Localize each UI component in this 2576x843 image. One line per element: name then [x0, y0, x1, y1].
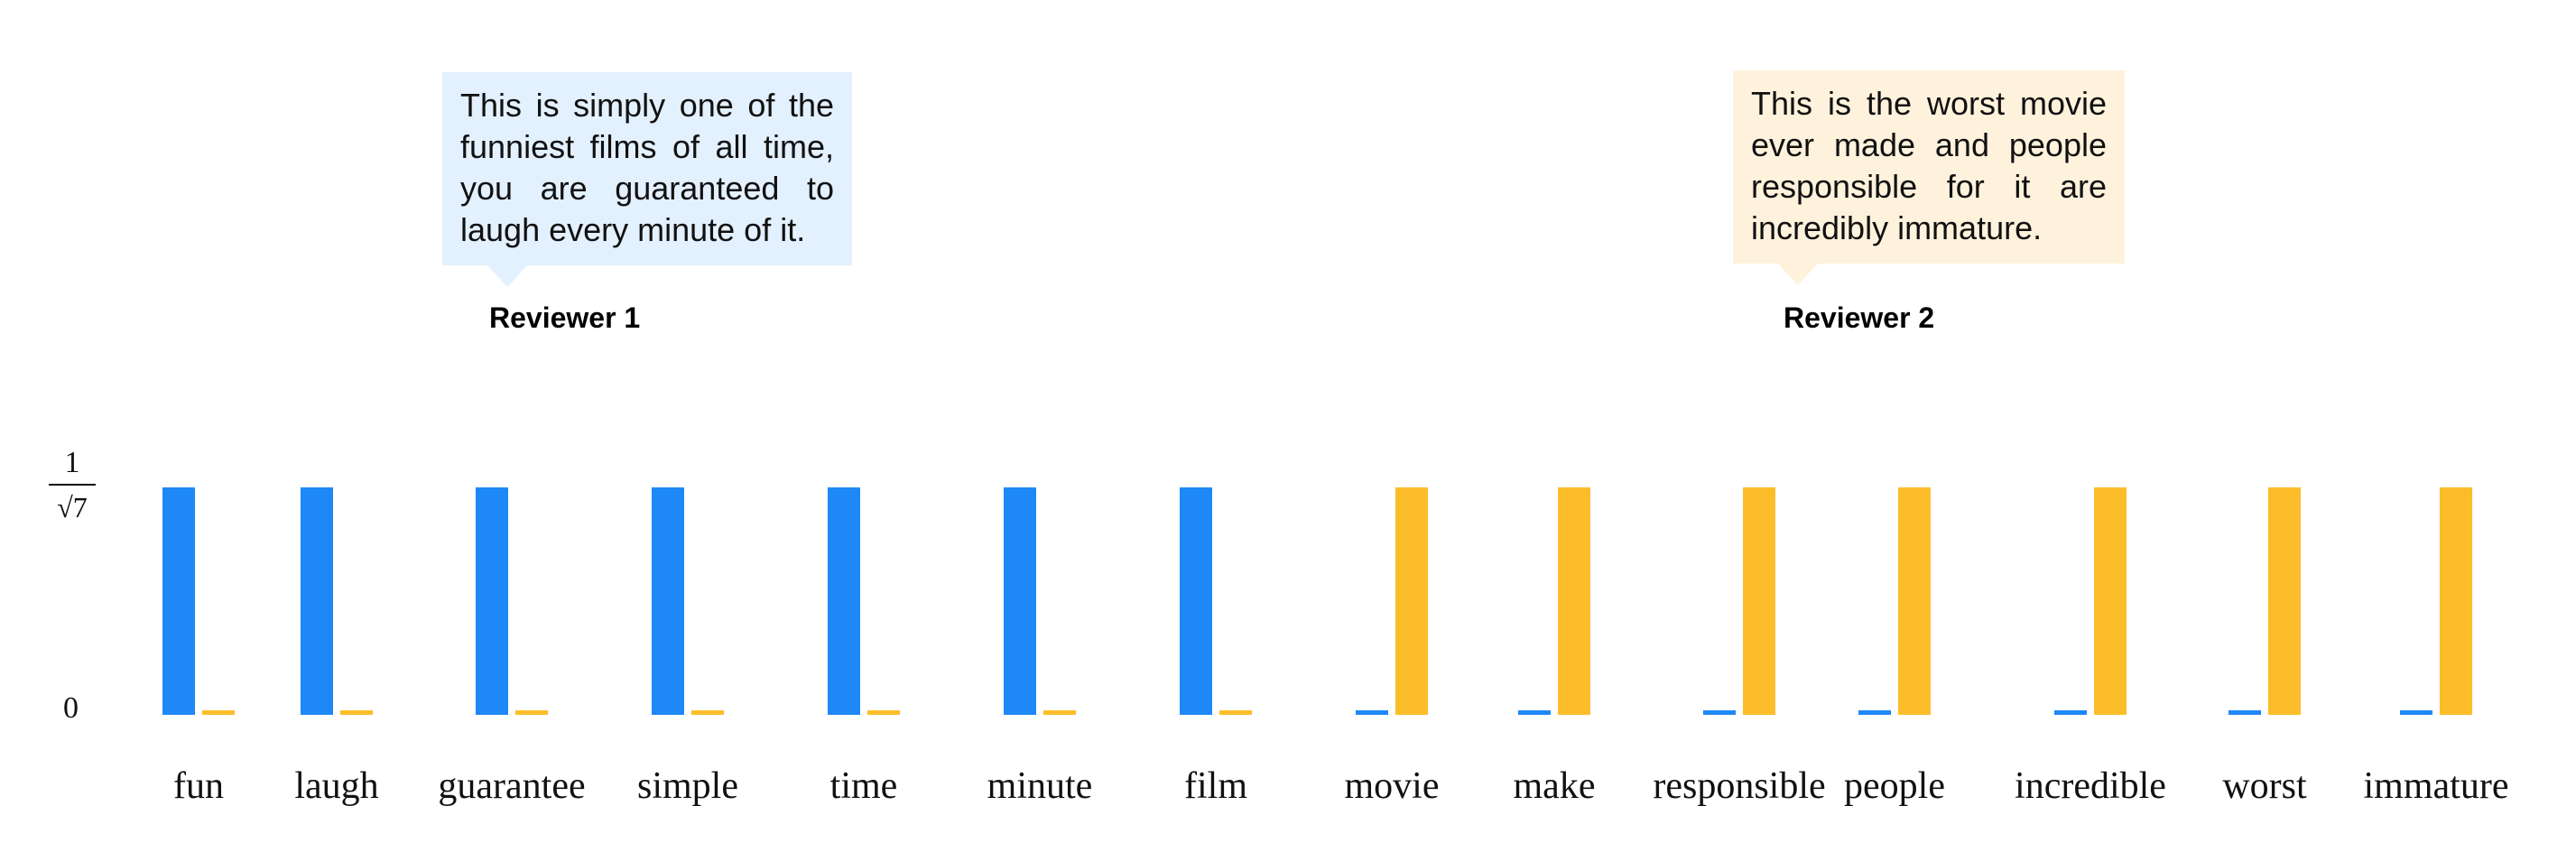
x-tick-label-movie: movie: [1345, 765, 1440, 807]
x-tick-label-minute: minute: [987, 765, 1093, 807]
bar-responsible-reviewer-1: [1703, 710, 1736, 715]
x-tick-label-people: people: [1844, 765, 1945, 807]
bar-fun-reviewer-1: [162, 487, 195, 715]
x-tick-label-time: time: [830, 765, 898, 807]
bar-people-reviewer-1: [1858, 710, 1891, 715]
bar-simple-reviewer-1: [652, 487, 684, 715]
x-tick-label-incredible: incredible: [2015, 765, 2166, 807]
bar-fun-reviewer-2: [202, 710, 235, 715]
bar-make-reviewer-2: [1558, 487, 1590, 715]
bar-minute-reviewer-2: [1043, 710, 1076, 715]
bar-film-reviewer-1: [1180, 487, 1212, 715]
bar-simple-reviewer-2: [691, 710, 724, 715]
bar-time-reviewer-1: [828, 487, 860, 715]
bar-laugh-reviewer-2: [340, 710, 373, 715]
bar-movie-reviewer-2: [1395, 487, 1428, 715]
bar-people-reviewer-2: [1898, 487, 1931, 715]
bar-worst-reviewer-2: [2268, 487, 2301, 715]
x-tick-label-guarantee: guarantee: [438, 765, 585, 807]
bar-incredible-reviewer-1: [2054, 710, 2087, 715]
bar-laugh-reviewer-1: [301, 487, 333, 715]
x-tick-label-film: film: [1184, 765, 1247, 807]
bar-worst-reviewer-1: [2229, 710, 2261, 715]
bar-incredible-reviewer-2: [2094, 487, 2127, 715]
bar-film-reviewer-2: [1219, 710, 1252, 715]
x-tick-label-make: make: [1514, 765, 1596, 807]
bar-minute-reviewer-1: [1004, 487, 1036, 715]
bar-immature-reviewer-1: [2400, 710, 2432, 715]
bar-responsible-reviewer-2: [1743, 487, 1775, 715]
x-tick-label-worst: worst: [2222, 765, 2307, 807]
bar-make-reviewer-1: [1518, 710, 1551, 715]
bar-guarantee-reviewer-2: [515, 710, 548, 715]
bar-guarantee-reviewer-1: [476, 487, 508, 715]
x-tick-label-immature: immature: [2364, 765, 2509, 807]
bar-time-reviewer-2: [867, 710, 900, 715]
bar-movie-reviewer-1: [1356, 710, 1388, 715]
x-tick-label-simple: simple: [637, 765, 738, 807]
x-tick-label-responsible: responsible: [1653, 765, 1825, 807]
x-tick-label-fun: fun: [173, 765, 224, 807]
bar-immature-reviewer-2: [2440, 487, 2472, 715]
x-tick-label-laugh: laugh: [294, 765, 378, 807]
